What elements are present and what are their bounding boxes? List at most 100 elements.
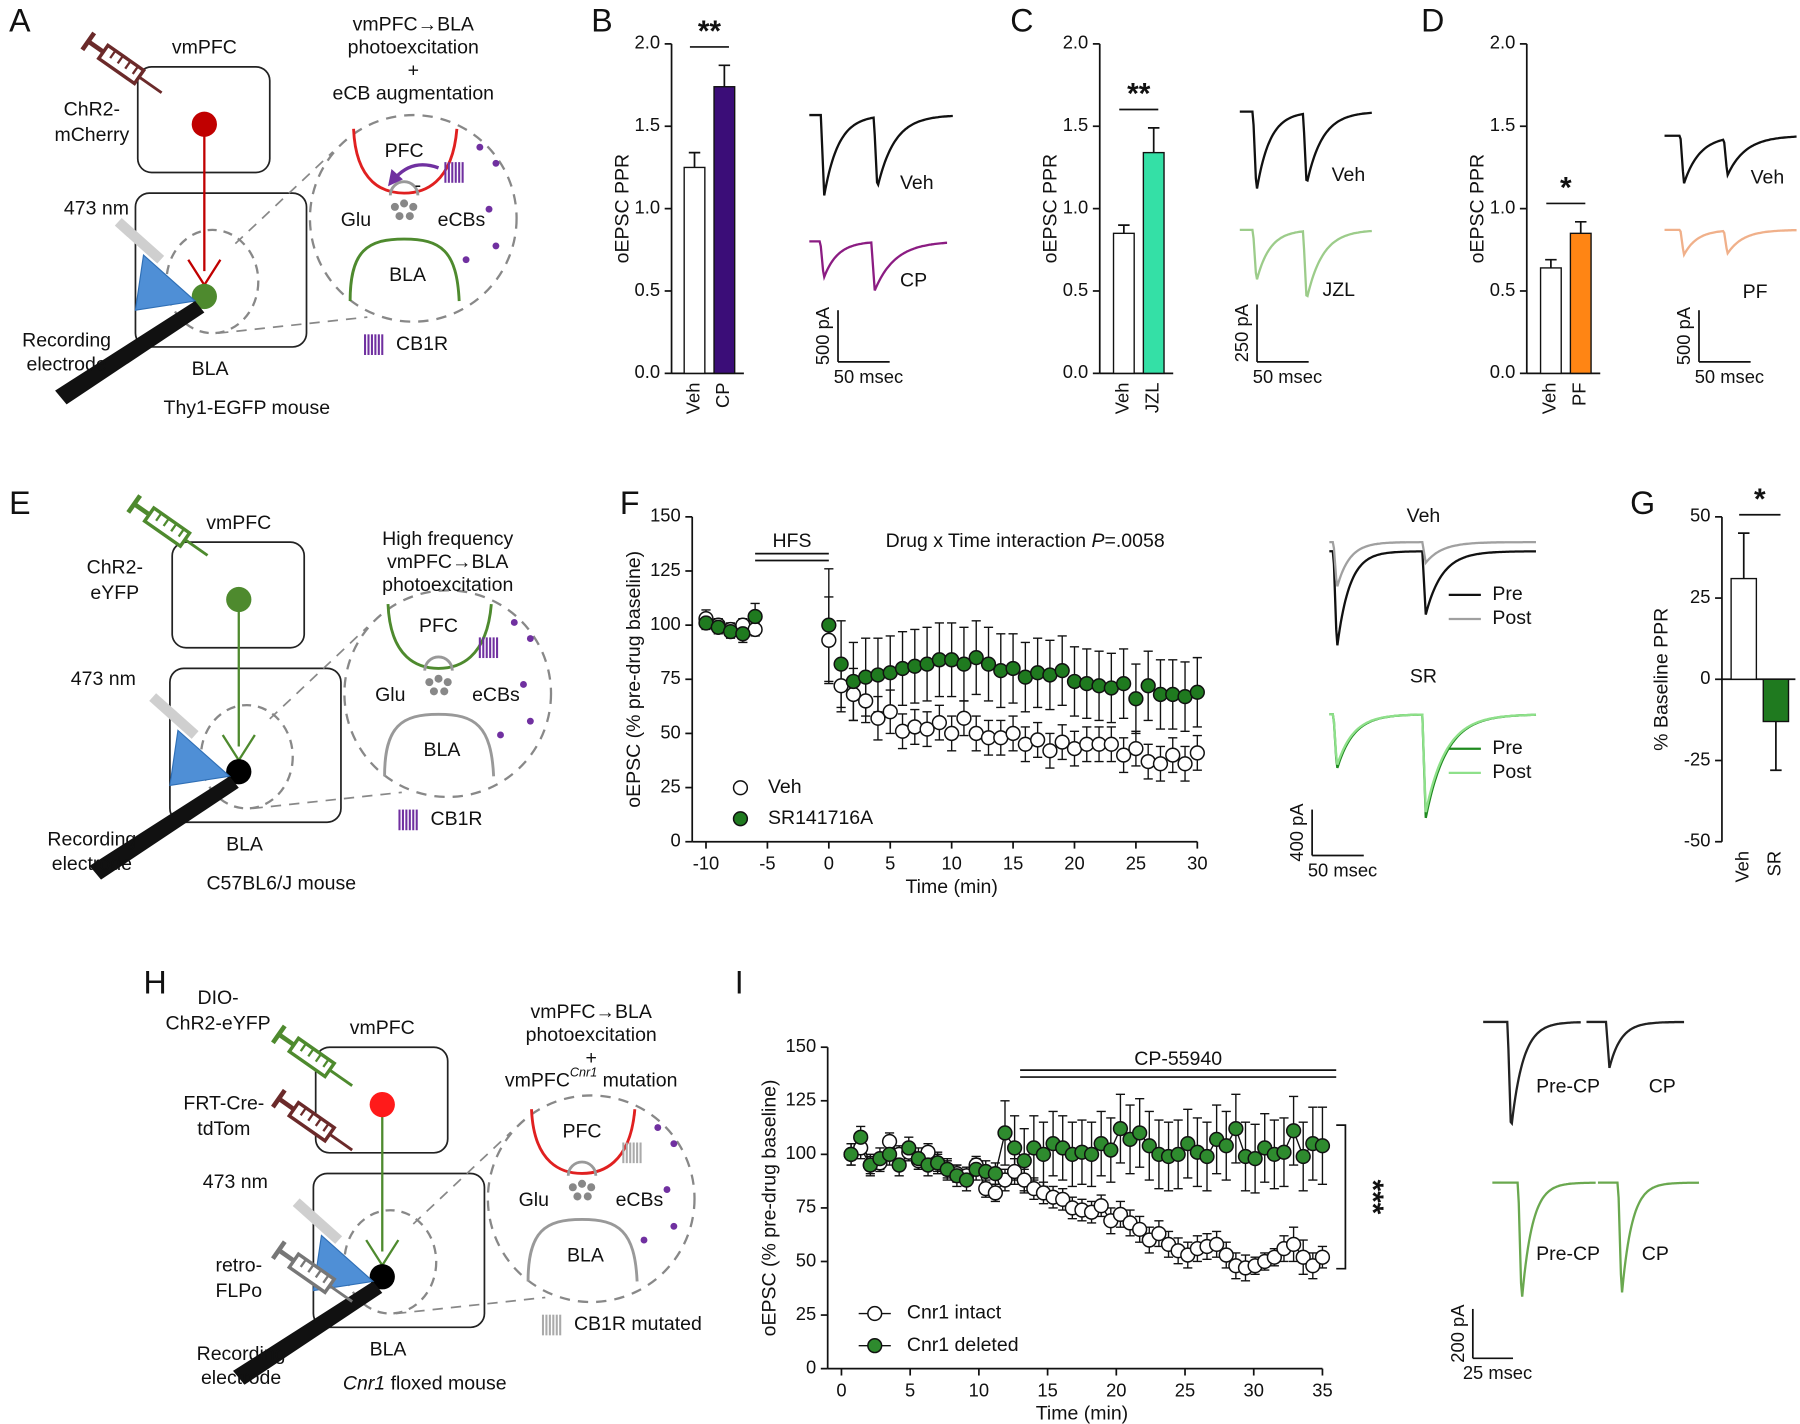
data-point [1091,678,1107,694]
ecb-dot [476,143,484,151]
zoom-circle [308,113,518,323]
postsynapse [348,237,461,302]
data-point [1189,745,1205,761]
data-point [1035,1146,1052,1162]
data-point [881,1146,898,1162]
trace-title: SR [1410,666,1437,688]
data-point [1093,1198,1109,1214]
legend-label: Cnr1 deleted [907,1334,1019,1356]
data-point [1132,1221,1148,1237]
syringe-needle [328,1133,354,1152]
zoom-connector [395,1296,546,1315]
laser-label: 473 nm [64,197,129,219]
data-point [987,1185,1004,1201]
mouse-label: Thy1-EGFP mouse [164,397,331,419]
data-point [1054,734,1070,750]
receptor-label: CB1R mutated [574,1313,702,1335]
condition-label: vmPFCCnr1 mutation [505,1066,678,1092]
significance-bracket [1336,1124,1347,1270]
data-point [944,725,960,742]
syringe-tick [307,1048,315,1058]
trace-label: Pre-CP [1536,1243,1600,1265]
trace-label: CP [1649,1076,1676,1098]
legend-label: Pre [1492,583,1522,605]
target-label: BLA [192,358,229,380]
zoom-circle [343,589,553,799]
presynapse-label: PFC [385,140,424,162]
x-tick-label: 25 [1126,853,1146,874]
target-box [134,192,308,348]
vesicle [405,212,414,221]
virus-label: DIO- [198,987,239,1009]
legend-label: SR141716A [768,807,873,829]
ecb-dot [526,635,534,642]
syringe-plunger [132,502,151,517]
data-point [747,608,763,625]
bar [1762,678,1790,723]
y-tick-label: 25 [796,1303,816,1324]
ecb-dot [492,242,500,250]
x-tick-label: 20 [1106,1379,1126,1400]
postsynapse [526,1217,639,1282]
panel-label: H [143,965,166,1001]
laser-light [169,729,231,787]
y-tick-label: 0.5 [1063,279,1089,300]
data-point [1132,1125,1148,1141]
panel-label: I [735,965,744,1001]
data-point [1314,1138,1331,1154]
data-point [1208,1236,1225,1252]
bouton [423,655,454,671]
vesicle [390,202,399,211]
trace [1492,1181,1596,1297]
syringe-tick [116,55,124,65]
y-tick-label: 100 [786,1142,817,1163]
drug-label: CP-55940 [1134,1048,1222,1070]
data-point [907,719,923,735]
data-point [1276,1144,1292,1160]
panel-label: B [591,3,612,39]
ecb-dot [663,1186,671,1193]
data-point [1305,1258,1321,1274]
y-tick-label: 125 [786,1089,817,1110]
electrode-label: electrode [52,853,132,875]
trace-label: Veh [1332,164,1366,186]
mouse-text: floxed mouse [385,1373,506,1395]
condition-label: photoexcitation [348,37,479,59]
data-point [1285,1123,1302,1139]
bar [1112,232,1135,375]
ecb-dot [462,256,470,264]
error-bar [1575,220,1587,234]
y-axis-label: oEPSC PPR [611,154,633,263]
data-point [1151,1225,1167,1242]
soma [369,1091,395,1118]
significance: ** [1127,78,1151,111]
y-axis-label: oEPSC PPR [1040,154,1062,263]
bouton [388,180,420,196]
virus-label: FLPo [215,1280,262,1302]
panel-label: A [9,3,31,39]
data-point [1128,740,1144,757]
ecb-dot [492,159,500,167]
condition-label: + [586,1047,597,1069]
y-tick-label: 0 [806,1356,816,1377]
x-tick-label: 0 [836,1379,846,1400]
virus-label: ChR2- [64,99,120,121]
electrode-label: electrode [26,353,106,375]
data-point [881,1133,898,1150]
trace-label: Pre-CP [1536,1076,1600,1098]
condition-label: photoexcitation [382,574,513,596]
neuron [187,124,222,288]
data-point [1005,660,1021,677]
data-point [1285,1236,1302,1252]
trace [809,113,953,196]
postsynapse-label: BLA [424,739,461,761]
scale-label: 500 pA [812,306,833,365]
error-bar [1147,127,1160,153]
data-point [993,662,1009,679]
ecb-dot [485,205,493,213]
electrode [55,301,205,405]
virus-label: ChR2-eYFP [166,1012,271,1034]
region-label: vmPFC [206,512,271,534]
data-point [1006,1140,1023,1156]
data-point [858,693,874,709]
